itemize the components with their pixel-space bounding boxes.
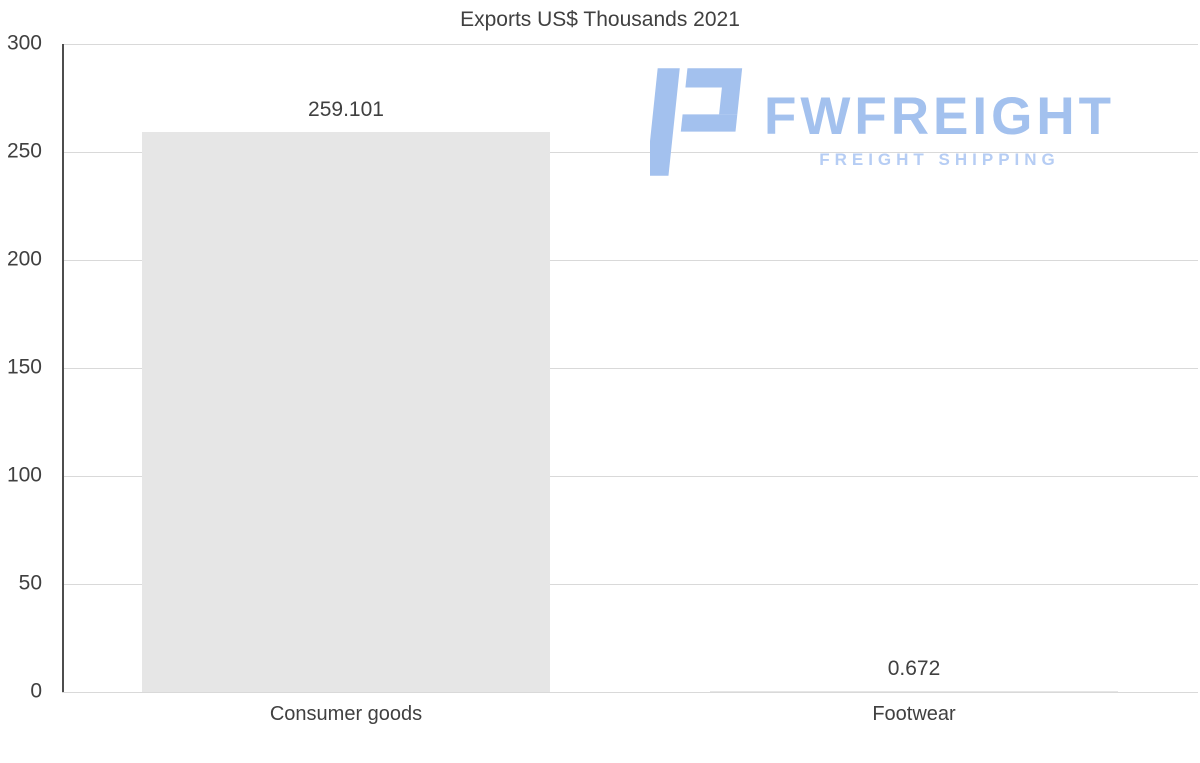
fwfreight-logo: FWFREIGHT FREIGHT SHIPPING xyxy=(650,66,1115,178)
x-axis: Consumer goods Footwear xyxy=(62,703,1198,733)
y-axis: 0 50 100 150 200 250 300 xyxy=(0,32,54,703)
gridline xyxy=(62,368,1198,369)
bar-value-label: 0.672 xyxy=(887,656,941,680)
gridline xyxy=(62,260,1198,261)
x-axis-label: Footwear xyxy=(872,703,956,725)
chart-title: Exports US$ Thousands 2021 xyxy=(460,8,740,31)
logo-brand-text: FWFREIGHT xyxy=(764,87,1115,146)
y-tick-label: 0 xyxy=(30,679,42,703)
bar-footwear xyxy=(709,690,1119,692)
y-tick-label: 50 xyxy=(18,571,42,595)
f-logo-icon xyxy=(650,68,743,176)
y-tick-label: 250 xyxy=(6,139,42,163)
y-tick-label: 300 xyxy=(6,31,42,55)
y-tick-label: 150 xyxy=(6,355,42,379)
x-axis-label: Consumer goods xyxy=(269,703,423,725)
gridline xyxy=(62,692,1198,693)
gridline xyxy=(62,476,1198,477)
y-axis-line xyxy=(62,44,64,692)
gridline xyxy=(62,152,1198,153)
gridline xyxy=(62,584,1198,585)
bar-value-label: 259.101 xyxy=(308,98,384,122)
logo-text: FWFREIGHT FREIGHT SHIPPING xyxy=(764,90,1115,170)
y-tick-label: 100 xyxy=(6,463,42,487)
logo-tagline-text: FREIGHT SHIPPING xyxy=(819,150,1060,169)
bar-consumer-goods xyxy=(141,132,551,692)
y-tick-label: 200 xyxy=(6,247,42,271)
gridline xyxy=(62,44,1198,45)
plot-area: 259.101 0.672 xyxy=(62,44,1198,693)
